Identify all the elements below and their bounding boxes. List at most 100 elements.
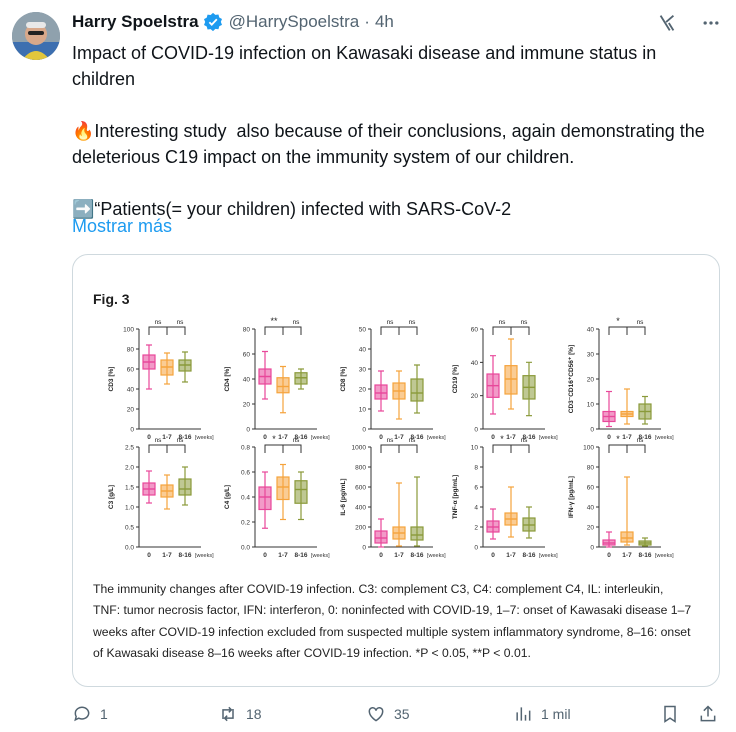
y-tick-label: 20	[587, 525, 595, 532]
y-tick-label: 40	[471, 360, 479, 367]
x-unit-label: [weeks]	[427, 553, 446, 559]
y-axis-label: TNF-α [pg/mL]	[452, 475, 459, 519]
y-tick-label: 60	[587, 485, 595, 492]
box	[276, 377, 290, 394]
repost-count: 18	[246, 706, 262, 722]
y-axis-label: CD19 [%]	[452, 365, 459, 394]
box-plot-panel: 0.0 0.2 0.4 0.6 0.8 C4 [g/L] 0 1-7 8-16 [weeks] * n…	[224, 434, 330, 559]
significance-label: ns	[521, 319, 529, 326]
significance-bracket	[264, 326, 284, 335]
grok-icon[interactable]	[656, 12, 678, 34]
significance-bracket	[608, 444, 628, 453]
significance-bracket	[380, 326, 418, 335]
author-name[interactable]: Harry Spoelstra	[72, 12, 199, 31]
box-plot-panel: 0 20 40 60 CD19 [%] 0 1-7 8-16 [weeks] ns ns	[452, 319, 558, 441]
y-tick-label: 2.5	[125, 445, 134, 452]
y-tick-label: 20	[127, 407, 135, 414]
x-unit-label: [weeks]	[427, 435, 446, 441]
y-tick-label: 0.4	[241, 495, 250, 502]
media-card[interactable]: Fig. 3 0 20 40 60 80 100 CD3 [%] 0 1-7 8-16 [weeks…	[72, 254, 720, 687]
significance-bracket	[608, 326, 646, 335]
significance-label: ns	[293, 437, 301, 444]
significance-label: ns	[409, 319, 417, 326]
significance-bracket	[380, 444, 418, 453]
significance-bracket	[380, 444, 400, 453]
figure-title: Fig. 3	[93, 291, 130, 307]
y-tick-label: 40	[587, 327, 595, 334]
y-tick-label: 1.0	[125, 505, 134, 512]
reply-button[interactable]: 1	[72, 704, 108, 724]
author-handle[interactable]: @HarrySpoelstra	[228, 12, 360, 31]
x-tick-label: 1-7	[278, 552, 288, 559]
x-tick-label: 1-7	[506, 434, 516, 441]
avatar[interactable]	[12, 12, 60, 60]
heart-icon	[368, 706, 384, 722]
y-tick-label: 100	[123, 327, 134, 334]
y-tick-label: 0	[362, 427, 366, 434]
box-plot-panel: 0 200 400 600 800 1000 IL-6 [pg/mL] 0 1-7 8-16 [we…	[340, 437, 446, 559]
box	[294, 480, 308, 504]
share-button[interactable]	[698, 704, 718, 724]
x-tick-label: 1-7	[394, 552, 404, 559]
y-tick-label: 400	[355, 505, 366, 512]
significance-label: *	[500, 434, 504, 444]
significance-bracket	[492, 444, 512, 453]
box	[374, 530, 388, 544]
box	[504, 365, 518, 395]
significance-bracket	[148, 326, 186, 335]
repost-button[interactable]: 18	[218, 704, 262, 724]
significance-label: ns	[521, 437, 529, 444]
y-tick-label: 200	[355, 525, 366, 532]
y-tick-label: 80	[127, 347, 135, 354]
box-plot-panel: 0 2 4 6 8 10 TNF-α [pg/mL] 0 1-7 8-16 [weeks] * ns	[452, 434, 558, 559]
y-tick-label: 2	[474, 525, 478, 532]
like-button[interactable]: 35	[366, 704, 410, 724]
x-tick-label: 0	[379, 552, 383, 559]
y-tick-label: 40	[359, 347, 367, 354]
y-tick-label: 0.6	[241, 470, 250, 477]
x-unit-label: [weeks]	[539, 553, 558, 559]
x-tick-label: 1-7	[394, 434, 404, 441]
x-tick-label: 0	[263, 552, 267, 559]
x-tick-label: 8-16	[522, 434, 535, 441]
y-tick-label: 600	[355, 485, 366, 492]
x-unit-label: [weeks]	[655, 435, 674, 441]
more-options-icon[interactable]	[700, 12, 722, 34]
y-tick-label: 50	[359, 327, 367, 334]
y-tick-label: 20	[471, 393, 479, 400]
significance-bracket	[148, 444, 186, 453]
x-tick-label: 0	[607, 434, 611, 441]
avatar-image	[12, 12, 60, 60]
y-tick-label: 0	[474, 545, 478, 552]
reply-count: 1	[100, 706, 108, 722]
reply-icon	[74, 706, 90, 722]
significance-label: ns	[409, 437, 417, 444]
y-tick-label: 0.2	[241, 520, 250, 527]
post-timestamp[interactable]: 4h	[374, 12, 394, 31]
show-more-link[interactable]: Mostrar más	[72, 216, 173, 236]
significance-label: ns	[293, 319, 301, 326]
x-tick-label: 1-7	[162, 552, 172, 559]
y-tick-label: 1.5	[125, 485, 134, 492]
box	[258, 486, 272, 511]
x-tick-label: 0	[263, 434, 267, 441]
bookmark-button[interactable]	[660, 704, 680, 724]
y-tick-label: 0	[130, 427, 134, 434]
significance-label: **	[270, 316, 278, 326]
post-header: Harry Spoelstra @HarrySpoelstra · 4h	[72, 10, 720, 34]
box	[410, 378, 424, 402]
box	[620, 531, 634, 543]
box-plot-panel: 0 10 20 30 40 CD3⁻CD16⁺CD56⁺ [%] 0 1-7 8-16 [week…	[568, 316, 674, 441]
significance-bracket	[380, 326, 400, 335]
views-button[interactable]: 1 mil	[513, 704, 571, 724]
y-tick-label: 4	[474, 505, 478, 512]
y-tick-label: 60	[243, 352, 251, 359]
box	[410, 526, 424, 541]
significance-label: *	[616, 434, 620, 444]
y-tick-label: 10	[587, 402, 595, 409]
x-unit-label: [weeks]	[311, 553, 330, 559]
y-tick-label: 100	[583, 445, 594, 452]
x-tick-label: 8-16	[410, 434, 423, 441]
y-tick-label: 6	[474, 485, 478, 492]
y-tick-label: 10	[471, 445, 479, 452]
